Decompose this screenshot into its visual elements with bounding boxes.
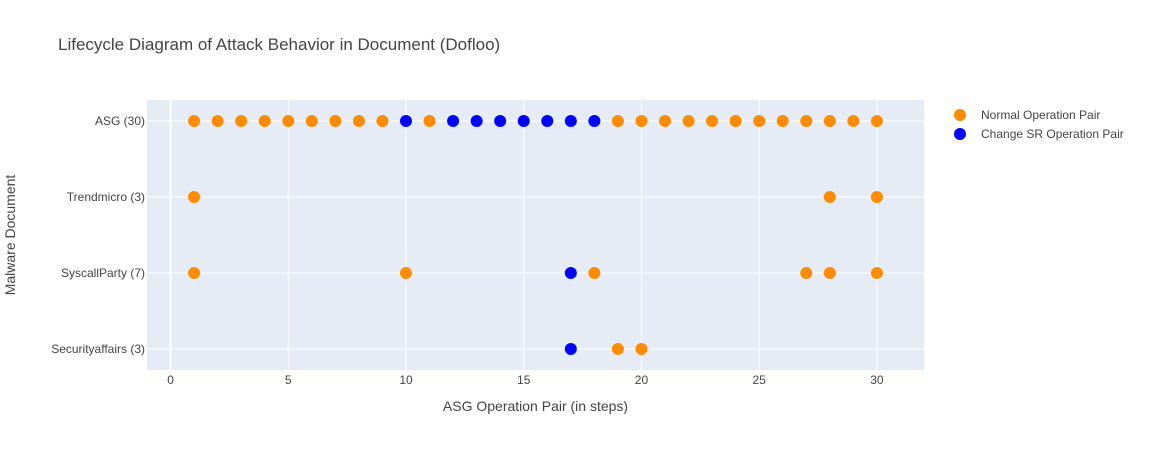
data-point	[611, 115, 624, 127]
plot-background	[147, 100, 924, 370]
data-point	[400, 115, 412, 127]
legend-marker	[954, 109, 966, 121]
x-tick-label: 5	[285, 373, 292, 387]
data-point	[494, 115, 507, 127]
data-point	[564, 115, 577, 127]
legend-marker	[954, 128, 966, 140]
data-point	[823, 267, 836, 279]
y-tick-label: ASG (30)	[95, 114, 145, 128]
y-tick-label: Securityaffairs (3)	[51, 342, 145, 356]
data-point	[706, 115, 719, 127]
data-point	[352, 115, 365, 127]
data-point	[564, 343, 577, 355]
data-point	[329, 115, 342, 127]
x-tick-label: 10	[399, 373, 413, 387]
data-point	[847, 115, 860, 127]
legend: Normal Operation Pair Change SR Operation…	[954, 108, 1124, 141]
data-point	[800, 267, 813, 279]
data-point	[541, 115, 554, 127]
data-point	[870, 191, 883, 203]
data-point	[635, 115, 648, 127]
data-point	[258, 115, 271, 127]
data-point	[400, 267, 412, 279]
x-axis-tick-labels: 0 5 10 15 20 25 30	[167, 373, 884, 387]
data-point	[635, 343, 648, 355]
data-point	[235, 115, 248, 127]
data-point	[188, 267, 201, 279]
data-point	[305, 115, 318, 127]
chart-title: Lifecycle Diagram of Attack Behavior in …	[58, 35, 500, 54]
data-point	[188, 115, 201, 127]
data-point	[564, 267, 577, 279]
data-point	[729, 115, 742, 127]
data-point	[753, 115, 766, 127]
data-point	[659, 115, 671, 127]
data-point	[588, 267, 601, 279]
data-point	[376, 115, 389, 127]
data-point	[470, 115, 483, 127]
data-point	[611, 343, 624, 355]
x-tick-label: 20	[635, 373, 649, 387]
x-tick-label: 15	[517, 373, 531, 387]
x-tick-label: 0	[167, 373, 174, 387]
y-tick-label: Trendmicro (3)	[67, 190, 145, 204]
data-point	[776, 115, 789, 127]
data-point	[823, 115, 836, 127]
y-axis-title: Malware Document	[2, 175, 18, 296]
data-point	[423, 115, 436, 127]
data-point	[188, 191, 201, 203]
x-axis-title: ASG Operation Pair (in steps)	[443, 398, 628, 414]
data-point	[823, 191, 836, 203]
x-tick-label: 30	[870, 373, 884, 387]
data-points	[188, 115, 883, 355]
data-point	[211, 115, 224, 127]
legend-label: Normal Operation Pair	[981, 108, 1100, 122]
grid-lines	[147, 100, 924, 370]
data-point	[282, 115, 295, 127]
data-point	[870, 267, 883, 279]
data-point	[870, 115, 883, 127]
x-tick-label: 25	[753, 373, 767, 387]
data-point	[517, 115, 530, 127]
data-point	[800, 115, 813, 127]
data-point	[682, 115, 695, 127]
legend-label: Change SR Operation Pair	[981, 127, 1124, 141]
y-axis-tick-labels: ASG (30) Trendmicro (3) SyscallParty (7) Se…	[51, 114, 145, 356]
data-point	[588, 115, 601, 127]
data-point	[447, 115, 460, 127]
y-tick-label: SyscallParty (7)	[61, 266, 145, 280]
